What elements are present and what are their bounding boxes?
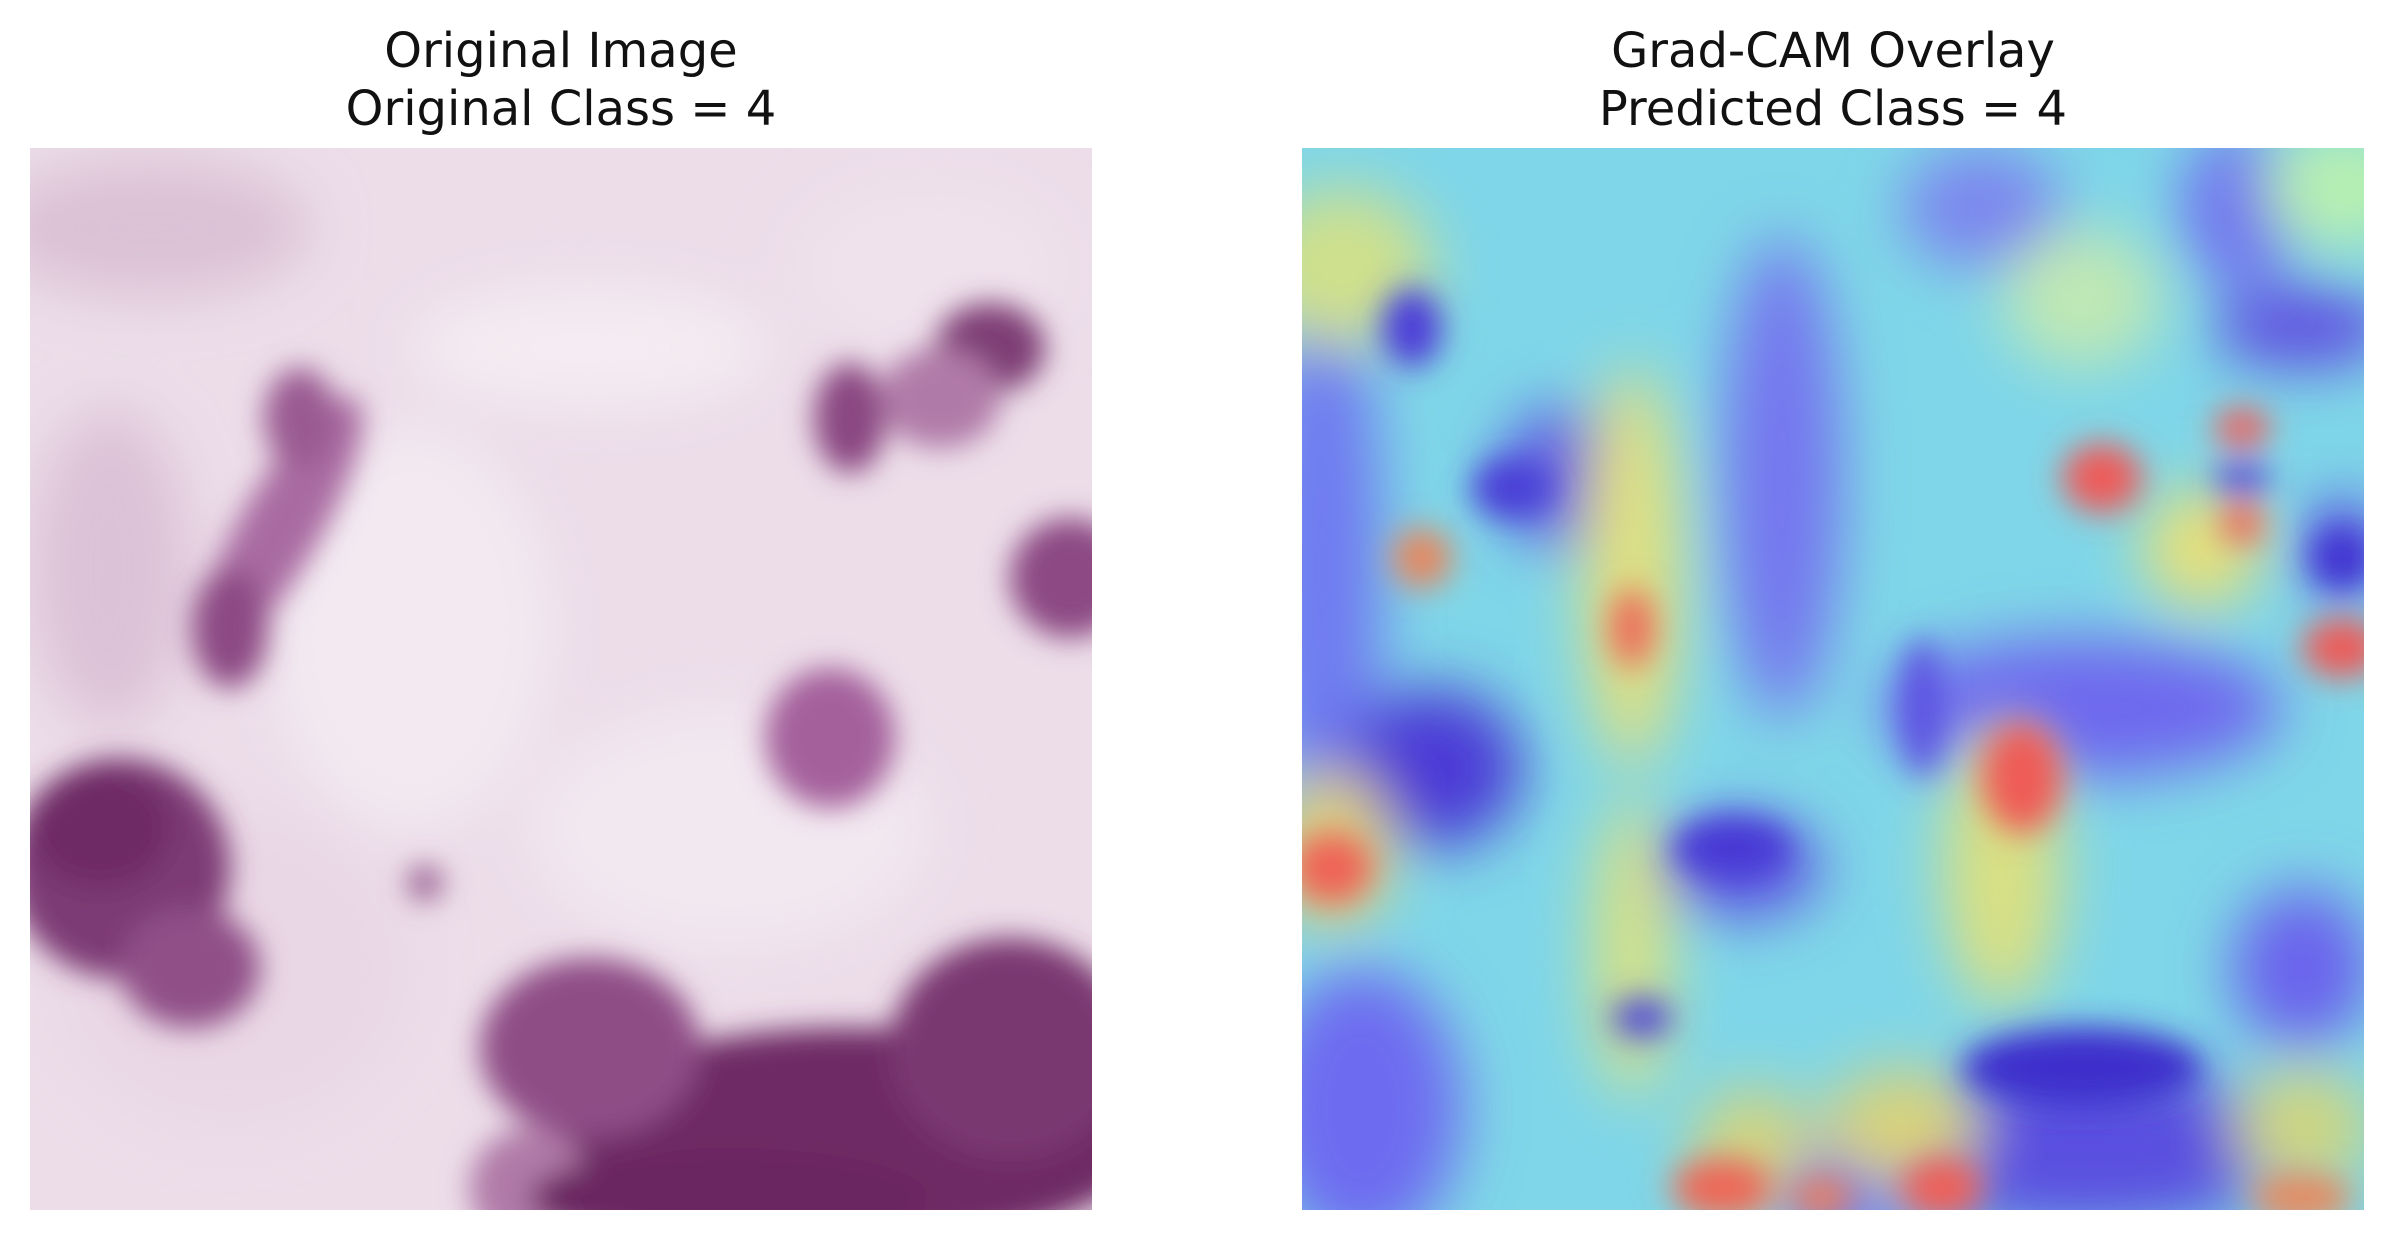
original-image-title: Original Image Original Class = 4 <box>30 22 1092 138</box>
original-image <box>30 148 1092 1210</box>
original-image-title-line1: Original Image <box>384 23 738 79</box>
gradcam-overlay-title-line1: Grad-CAM Overlay <box>1611 23 2055 79</box>
original-image-canvas <box>30 148 1092 1210</box>
gradcam-overlay-image <box>1302 148 2364 1210</box>
predicted-class-label: Predicted Class = 4 <box>1598 81 2068 137</box>
gradcam-overlay-canvas <box>1302 148 2364 1210</box>
gradcam-overlay-title: Grad-CAM Overlay Predicted Class = 4 <box>1302 22 2364 138</box>
original-class-label: Original Class = 4 <box>345 81 777 137</box>
